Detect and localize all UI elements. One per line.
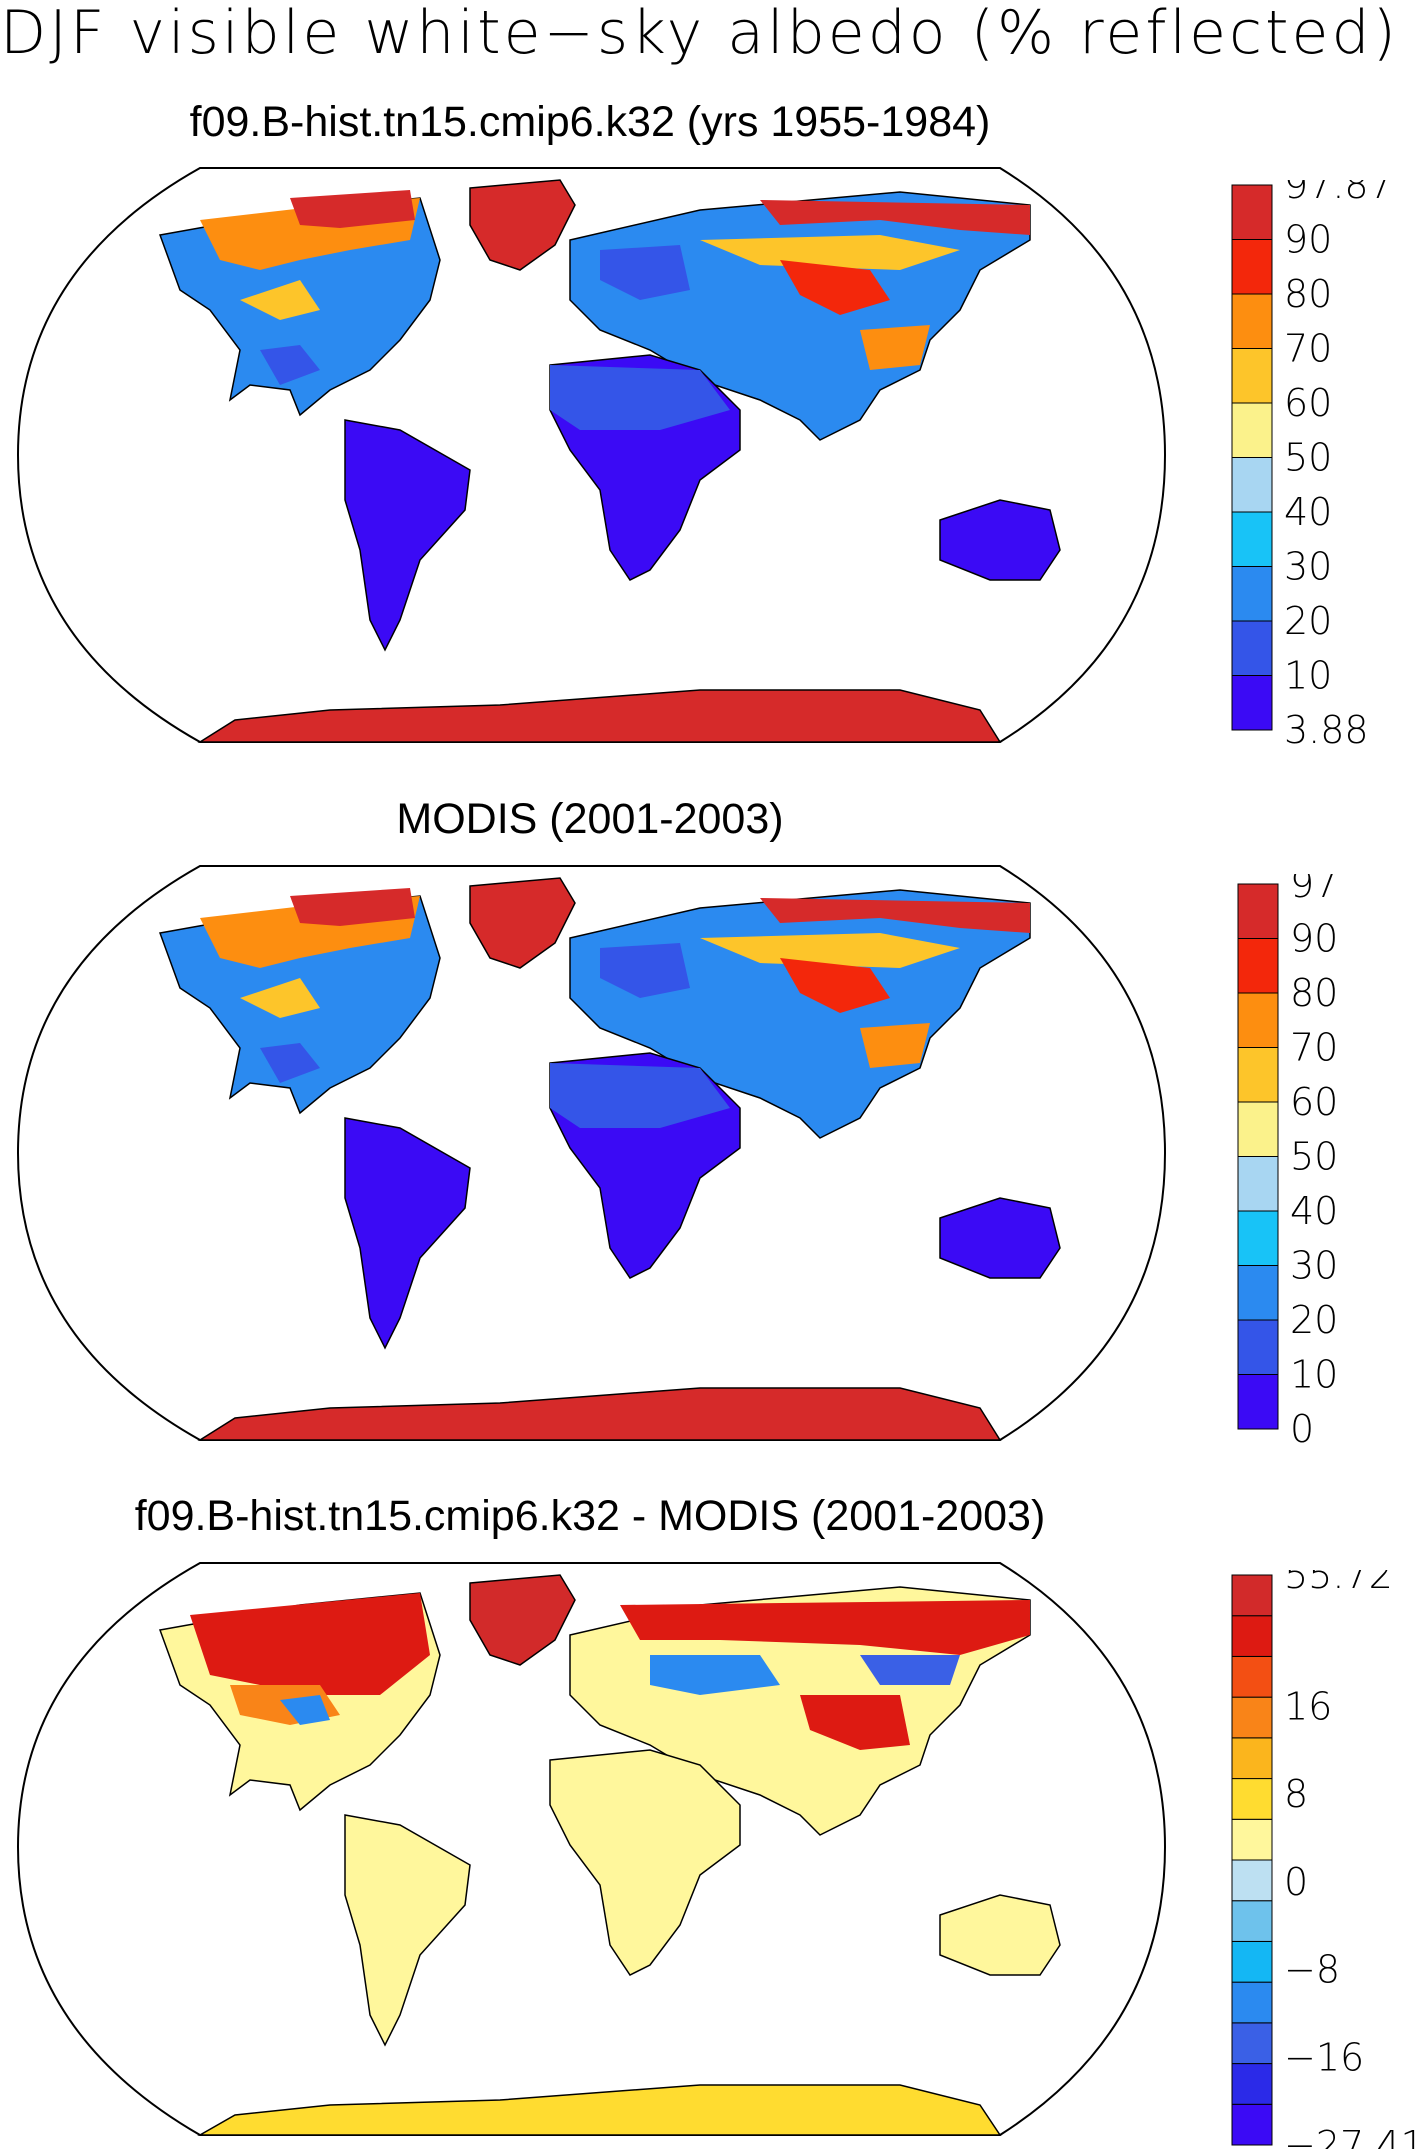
colorbar-label: 20 xyxy=(1290,1298,1338,1342)
colorbar-label: 10 xyxy=(1284,654,1332,698)
colorbar-swatch xyxy=(1231,2063,1273,2105)
colorbar-label: 30 xyxy=(1290,1244,1338,1288)
panel-1-title: f09.B-hist.tn15.cmip6.k32 (yrs 1955-1984… xyxy=(189,98,991,146)
colorbar-label: 70 xyxy=(1290,1026,1338,1070)
colorbar-swatch xyxy=(1231,1737,1273,1780)
panel-2-title: MODIS (2001-2003) xyxy=(396,795,784,843)
colorbar-label: 60 xyxy=(1290,1080,1338,1124)
colorbar-swatch xyxy=(1231,402,1273,458)
colorbar-label: 90 xyxy=(1290,917,1338,961)
colorbar-swatch xyxy=(1231,675,1273,731)
colorbar-swatch xyxy=(1231,1981,1273,2024)
colorbar-swatch xyxy=(1237,1374,1279,1430)
colorbar-label: 30 xyxy=(1284,545,1332,589)
colorbar-label: 40 xyxy=(1290,1189,1338,1233)
colorbar-swatch xyxy=(1231,1574,1273,1617)
colorbar-swatch xyxy=(1231,1778,1273,1820)
colorbar-label: 0 xyxy=(1284,1860,1308,1904)
colorbar-swatch xyxy=(1237,1101,1279,1157)
panel-3-colorbar: −27.41 −16 −8 0 8 16 55.72 xyxy=(1231,1570,1416,2149)
colorbar-label: 50 xyxy=(1284,436,1332,480)
colorbar-label: 16 xyxy=(1284,1685,1332,1729)
colorbar-label: −8 xyxy=(1284,1948,1340,1992)
colorbar-label: 50 xyxy=(1290,1135,1338,1179)
colorbar-label: 3.88 xyxy=(1284,708,1369,752)
panel-3-title: f09.B-hist.tn15.cmip6.k32 - MODIS (2001-… xyxy=(134,1492,1046,1540)
colorbar-label: 97.87 xyxy=(1284,180,1393,207)
colorbar-swatch xyxy=(1231,457,1273,513)
colorbar-swatch xyxy=(1231,511,1273,567)
colorbar-label: 60 xyxy=(1284,381,1332,425)
colorbar-swatch xyxy=(1237,1265,1279,1321)
colorbar-swatch xyxy=(1237,883,1279,939)
colorbar-swatch xyxy=(1231,1940,1273,1983)
panel-1-map xyxy=(17,167,1166,743)
colorbar-label: 20 xyxy=(1284,599,1332,643)
colorbar-swatch xyxy=(1231,184,1273,240)
colorbar-swatch xyxy=(1231,1615,1273,1657)
colorbar-swatch xyxy=(1231,1696,1273,1739)
colorbar-label: 40 xyxy=(1284,490,1332,534)
colorbar-label: 80 xyxy=(1284,272,1332,316)
colorbar-swatch xyxy=(1237,1156,1279,1212)
colorbar-label: 0 xyxy=(1290,1407,1314,1451)
colorbar-swatch xyxy=(1231,1818,1273,1861)
colorbar-label: −27.41 xyxy=(1284,2123,1416,2149)
colorbar-swatch xyxy=(1231,566,1273,622)
colorbar-swatch xyxy=(1231,1655,1273,1698)
colorbar-label: 90 xyxy=(1284,218,1332,262)
colorbar-swatch xyxy=(1231,1900,1273,1942)
colorbar-swatch xyxy=(1237,1210,1279,1266)
colorbar-swatch xyxy=(1231,348,1273,404)
colorbar-label: 55.72 xyxy=(1284,1570,1393,1597)
colorbar-swatch xyxy=(1231,1859,1273,1902)
colorbar-swatch xyxy=(1231,293,1273,349)
panel-1-colorbar: 3.88 10 20 30 40 50 60 70 80 90 97.87 xyxy=(1231,180,1393,752)
colorbar-swatch xyxy=(1231,2103,1273,2146)
colorbar-label: 97 xyxy=(1290,874,1338,906)
panel-2-colorbar: 0 10 20 30 40 50 60 70 80 90 97 xyxy=(1237,874,1338,1451)
panel-2-map xyxy=(17,865,1166,1441)
colorbar-swatch xyxy=(1237,1047,1279,1103)
colorbar-label: 70 xyxy=(1284,327,1332,371)
colorbar-label: 8 xyxy=(1284,1772,1308,1816)
colorbar-swatch xyxy=(1237,1319,1279,1375)
figure-title: DJF visible white−sky albedo (% reflecte… xyxy=(0,0,1399,68)
colorbar-swatch xyxy=(1231,2022,1273,2065)
colorbar-label: 80 xyxy=(1290,971,1338,1015)
panel-3-map xyxy=(17,1562,1166,2136)
colorbar-label: 10 xyxy=(1290,1353,1338,1397)
colorbar-swatch xyxy=(1231,620,1273,676)
colorbar-swatch xyxy=(1237,938,1279,994)
colorbar-swatch xyxy=(1231,239,1273,295)
colorbar-swatch xyxy=(1237,992,1279,1048)
colorbar-label: −16 xyxy=(1284,2035,1364,2079)
